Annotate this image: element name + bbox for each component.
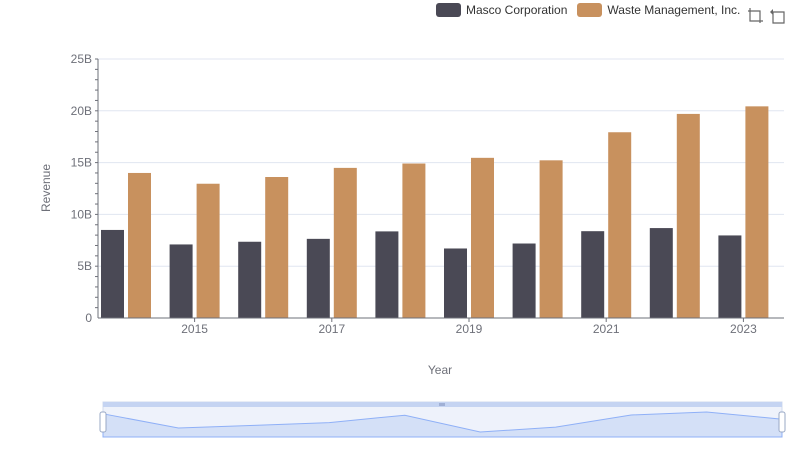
bar-waste-management-2022[interactable] [676, 113, 700, 319]
bar-waste-management-2019[interactable] [471, 157, 494, 318]
x-tick-label: 2023 [730, 322, 757, 336]
legend-label-masco: Masco Corporation [466, 3, 568, 17]
y-tick-label: 15B [71, 156, 92, 170]
legend-item-masco[interactable]: Masco Corporation [436, 3, 567, 17]
bar-waste-management-2015[interactable] [196, 183, 220, 318]
bar-masco-2022[interactable] [649, 228, 673, 318]
bars-group [101, 106, 769, 319]
slider-handle-left[interactable] [99, 411, 107, 433]
legend-item-waste-management[interactable]: Waste Management, Inc. [577, 3, 740, 17]
bar-masco-2015[interactable] [169, 244, 193, 318]
data-zoom-slider[interactable] [99, 401, 786, 438]
bar-masco-2021[interactable] [581, 231, 605, 318]
bar-waste-management-2014[interactable] [128, 172, 151, 318]
y-tick-label: 20B [71, 104, 92, 118]
bar-masco-2018[interactable] [375, 231, 399, 318]
bar-waste-management-2020[interactable] [539, 160, 563, 318]
bar-waste-management-2017[interactable] [333, 167, 357, 318]
bar-masco-2016[interactable] [238, 241, 262, 318]
y-tick-label: 5B [77, 259, 92, 273]
x-tick-label: 2015 [181, 322, 208, 336]
y-tick-label: 25B [71, 52, 92, 66]
bar-waste-management-2018[interactable] [402, 163, 426, 318]
bar-masco-2023[interactable] [718, 235, 742, 318]
x-tick-labels: 2015 2017 2019 2021 2023 [181, 322, 757, 336]
bar-waste-management-2016[interactable] [265, 177, 289, 318]
bar-masco-2017[interactable] [306, 238, 330, 318]
bar-masco-2014[interactable] [101, 229, 124, 318]
legend-swatch-waste-management [577, 3, 603, 17]
y-axis-title: Revenue [39, 164, 53, 212]
bar-waste-management-2023[interactable] [745, 106, 769, 318]
x-axis-title: Year [428, 363, 452, 377]
y-tick-label: 10B [71, 207, 92, 221]
zoom-icon[interactable] [747, 7, 764, 24]
x-tick-label: 2021 [593, 322, 620, 336]
slider-grip-icon [439, 403, 445, 406]
axes-group [95, 58, 784, 322]
legend: Masco Corporation Waste Management, Inc. [436, 3, 750, 17]
bar-waste-management-2021[interactable] [608, 132, 632, 318]
x-tick-label: 2019 [456, 322, 483, 336]
bar-masco-2019[interactable] [444, 248, 467, 318]
y-tick-labels: 0 5B 10B 15B 20B 25B [71, 52, 93, 325]
y-tick-label: 0 [85, 311, 92, 325]
restore-icon[interactable] [769, 7, 786, 24]
legend-label-waste-management: Waste Management, Inc. [607, 3, 741, 17]
x-tick-label: 2017 [318, 322, 345, 336]
toolbox [747, 7, 791, 24]
legend-swatch-masco [436, 3, 461, 17]
bar-masco-2020[interactable] [512, 243, 536, 318]
slider-handle-right[interactable] [778, 411, 786, 433]
